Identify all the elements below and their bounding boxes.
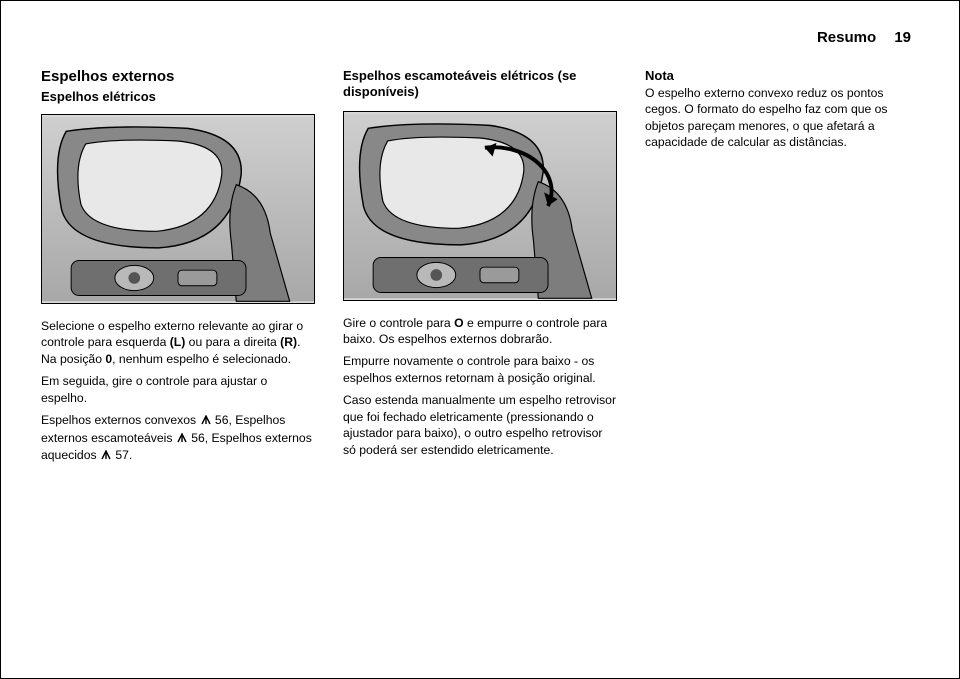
col1-p1: Selecione o espelho externo relevante ao…	[41, 318, 315, 367]
crossref-icon	[201, 413, 211, 429]
column-3: Nota O espelho externo convexo reduz os …	[645, 68, 919, 471]
text: ou para a direita	[185, 335, 280, 349]
page-header: Resumo 19	[41, 29, 919, 46]
figure-mirror-controls	[41, 114, 315, 304]
column-2: Espelhos escamoteáveis elétricos (se dis…	[343, 68, 617, 471]
col2-p1: Gire o controle para O e empurre o contr…	[343, 315, 617, 348]
crossref-icon	[101, 448, 111, 464]
ref-num: 56	[215, 413, 229, 427]
column-1: Espelhos externos Espelhos elétricos	[41, 68, 315, 471]
col2-p2: Empurre novamente o controle para baixo …	[343, 353, 617, 386]
col1-p3: Espelhos externos convexos 56, Espelhos …	[41, 412, 315, 464]
ref-num: 56	[191, 431, 205, 445]
text: Gire o controle para	[343, 316, 454, 330]
bold-L: (L)	[170, 335, 186, 349]
col2-p3: Caso estenda manualmente um espelho retr…	[343, 392, 617, 458]
col2-title: Espelhos escamoteáveis elétricos (se dis…	[343, 68, 617, 101]
col2-body: Gire o controle para O e empurre o contr…	[343, 315, 617, 459]
ref-num: 57	[115, 448, 129, 462]
text: Espelhos externos convexos	[41, 413, 200, 427]
col1-p2: Em seguida, gire o controle para ajustar…	[41, 373, 315, 406]
col3-p1: O espelho externo convexo reduz os ponto…	[645, 85, 919, 151]
text: .	[129, 448, 132, 462]
col1-body: Selecione o espelho externo relevante ao…	[41, 318, 315, 465]
nota-label: Nota	[645, 68, 919, 83]
columns: Espelhos externos Espelhos elétricos	[41, 68, 919, 471]
col1-subtitle: Espelhos elétricos	[41, 89, 315, 104]
col1-title: Espelhos externos	[41, 68, 315, 85]
col3-body: O espelho externo convexo reduz os ponto…	[645, 85, 919, 151]
crossref-icon	[177, 431, 187, 447]
text: , nenhum espelho é selecionado.	[112, 352, 291, 366]
page-number: 19	[894, 29, 911, 46]
bold-O: O	[454, 316, 463, 330]
bold-R: (R)	[280, 335, 297, 349]
figure-mirror-fold	[343, 111, 617, 301]
section-name: Resumo	[817, 29, 876, 46]
